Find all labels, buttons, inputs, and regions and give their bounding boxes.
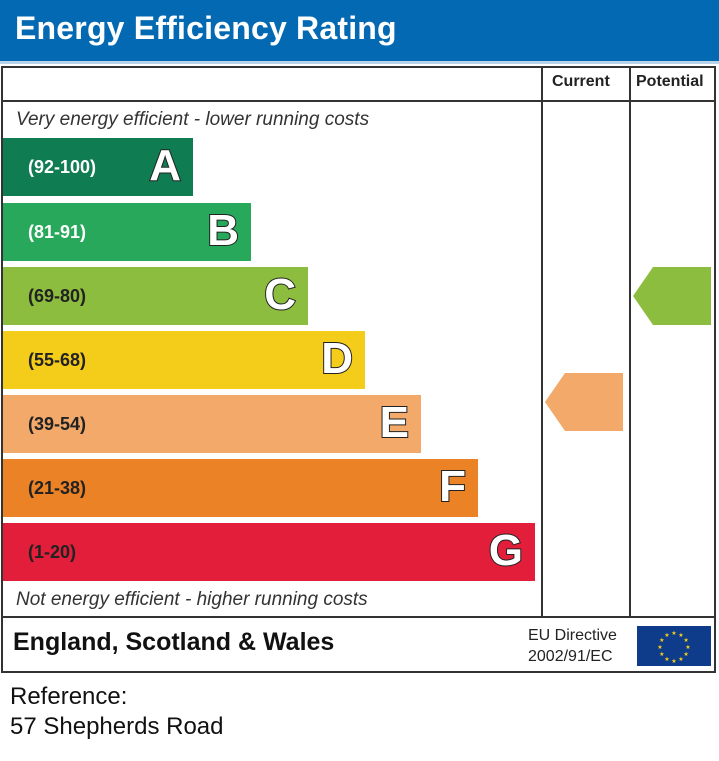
- potential-rating-value: 74: [591, 279, 623, 310]
- eu-directive-label: EU Directive: [528, 627, 617, 644]
- eu-star: ★: [664, 656, 669, 663]
- rating-range-label: (81-91): [28, 222, 87, 242]
- bottom-note: Not energy efficient - higher running co…: [16, 589, 368, 610]
- rating-table: [1, 66, 716, 673]
- rating-bar-b: (81-91) B: [3, 203, 251, 261]
- eu-star: ★: [659, 637, 664, 644]
- eu-star: ★: [685, 644, 690, 651]
- header-row-divider: [1, 100, 716, 102]
- title-banner: Energy Efficiency Rating: [0, 0, 719, 61]
- eu-star: ★: [678, 632, 683, 639]
- rating-band-letter: G: [488, 525, 524, 576]
- eu-star: ★: [678, 656, 683, 663]
- eu-star: ★: [659, 651, 664, 658]
- rating-bar-a: (92-100) A: [3, 138, 193, 196]
- rating-band-letter: B: [206, 205, 240, 256]
- eu-flag-icon: ★ ★ ★ ★ ★ ★ ★ ★ ★ ★ ★ ★: [637, 626, 711, 666]
- potential-column-divider: [629, 66, 631, 618]
- eu-star: ★: [657, 644, 662, 651]
- rating-band-letter: A: [148, 140, 182, 191]
- current-rating-value: 52: [503, 385, 535, 416]
- eu-star: ★: [671, 630, 676, 637]
- region-label: England, Scotland & Wales: [13, 628, 335, 656]
- rating-band-letter: D: [320, 333, 354, 384]
- potential-column-header: Potential: [636, 73, 704, 90]
- rating-band-letter: F: [438, 461, 467, 512]
- rating-range-label: (69-80): [28, 286, 87, 306]
- rating-band-letter: C: [263, 269, 297, 320]
- rating-band-letter: E: [379, 397, 410, 448]
- rating-bar-g: (1-20) G: [3, 523, 535, 581]
- rating-range-label: (55-68): [28, 350, 87, 370]
- eu-stars-icon: ★ ★★★★★★★★★★★: [657, 630, 690, 665]
- eu-star: ★: [671, 658, 676, 665]
- rating-range-label: (39-54): [28, 414, 87, 434]
- rating-bar-f: (21-38) F: [3, 459, 478, 517]
- footer-row-divider: [1, 616, 716, 618]
- reference-label: Reference:: [10, 683, 128, 710]
- rating-range-label: (1-20): [28, 542, 77, 562]
- eu-star: ★: [683, 637, 688, 644]
- current-column-header: Current: [552, 73, 610, 90]
- top-note: Very energy efficient - lower running co…: [16, 109, 370, 130]
- rating-bar-e: (39-54) E: [3, 395, 421, 453]
- eu-directive-number: 2002/91/EC: [528, 648, 613, 665]
- page-title: Energy Efficiency Rating: [15, 10, 397, 46]
- eu-star: ★: [683, 651, 688, 658]
- reference-address: 57 Shepherds Road: [10, 713, 224, 740]
- rating-bar-c: (69-80) C: [3, 267, 308, 325]
- header-divider: [0, 61, 719, 64]
- rating-range-label: (92-100): [28, 157, 97, 177]
- rating-bar-d: (55-68) D: [3, 331, 365, 389]
- potential-arrow-shape: [633, 267, 711, 325]
- eu-star: ★: [664, 632, 669, 639]
- current-arrow-shape: [545, 373, 623, 431]
- rating-range-label: (21-38): [28, 478, 87, 498]
- current-column-divider: [541, 66, 543, 618]
